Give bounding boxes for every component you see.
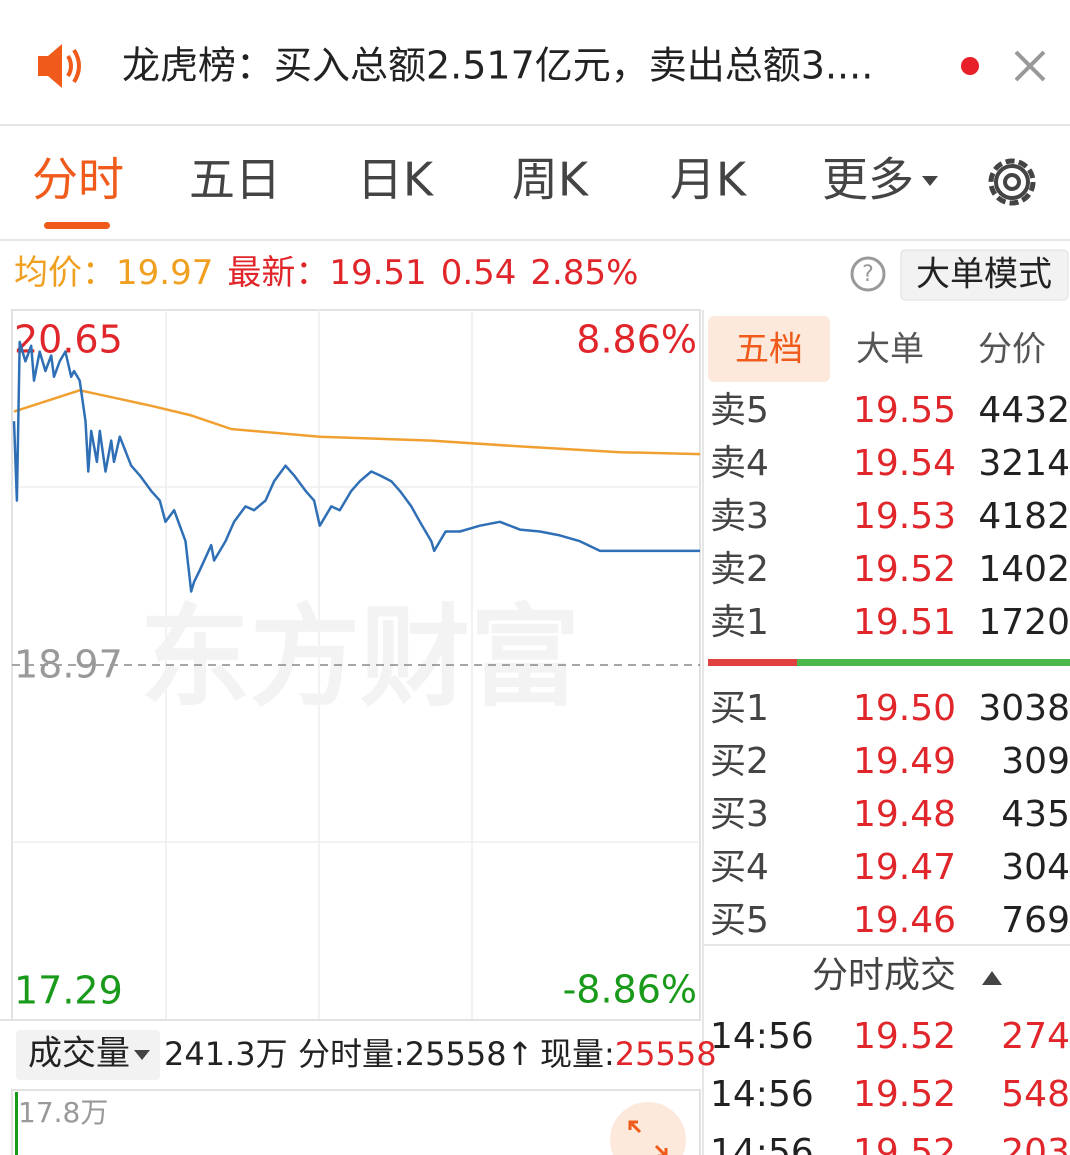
active-tab-indicator	[44, 222, 110, 229]
tab[interactable]: 分时	[32, 153, 124, 207]
volume-axis-label: 17.8万	[18, 1096, 108, 1129]
level-volume: 4182	[978, 496, 1070, 537]
level-price: 19.52	[853, 549, 956, 590]
expand-button[interactable]	[610, 1102, 686, 1155]
level-label: 买1	[710, 688, 769, 729]
level-label: 卖1	[710, 602, 769, 643]
level-volume: 3038	[978, 688, 1070, 729]
watermark: 东方财富	[140, 593, 580, 721]
order-book-tab[interactable]: 分价	[978, 330, 1046, 370]
level-label: 买5	[710, 900, 769, 941]
level-label: 卖3	[710, 496, 769, 537]
volume-selector-bg[interactable]	[16, 1030, 160, 1080]
trade-volume: 203	[1001, 1132, 1070, 1155]
trade-price: 19.52	[853, 1132, 956, 1155]
y2-tick-label: 8.86%	[576, 318, 697, 362]
level-volume: 435	[1001, 794, 1070, 835]
sort-arrow	[982, 971, 1002, 985]
level-volume: 4432	[978, 390, 1070, 431]
ask-ratio-bar	[708, 659, 797, 666]
active-tab-bg	[708, 316, 830, 382]
dropdown-arrow	[134, 1050, 150, 1060]
level-label: 买4	[710, 847, 769, 888]
level-label: 卖2	[710, 549, 769, 590]
volume-total: 241.3万	[164, 1035, 288, 1073]
trade-time: 14:56	[710, 1132, 814, 1155]
level-price: 19.51	[853, 602, 956, 643]
speaker-icon	[38, 44, 81, 88]
quote-avg-label: 均价：	[14, 253, 116, 293]
level-price: 19.48	[853, 794, 956, 835]
level-volume: 769	[1001, 900, 1070, 941]
level-price: 19.46	[853, 900, 956, 941]
y-tick-label: 18.97	[14, 643, 123, 687]
mode-button[interactable]: 大单模式	[916, 255, 1052, 295]
trade-time: 14:56	[710, 1074, 814, 1115]
y-tick-label: 17.29	[14, 969, 123, 1013]
level-label: 买2	[710, 741, 769, 782]
order-book-tab[interactable]: 大单	[856, 330, 924, 370]
minute-volume: 分时量:25558↑	[298, 1035, 533, 1073]
trade-price: 19.52	[853, 1016, 956, 1057]
volume-bar	[15, 1092, 18, 1155]
y-tick-label: 20.65	[14, 318, 123, 362]
level-price: 19.49	[853, 741, 956, 782]
expand-icon	[628, 1120, 668, 1155]
trades-title[interactable]: 分时成交	[812, 955, 956, 996]
level-label: 卖5	[710, 390, 769, 431]
volume-frame	[11, 1089, 701, 1155]
quote-pct: 2.85%	[530, 253, 638, 293]
level-price: 19.50	[853, 688, 956, 729]
current-volume-value: 25558	[615, 1035, 717, 1073]
tab[interactable]: 月K	[670, 153, 748, 207]
quote-latest-label: 最新：	[227, 253, 329, 293]
quote-line: 均价：19.97 最新：19.51 0.54 2.85%	[14, 253, 638, 293]
level-label: 买3	[710, 794, 769, 835]
level-label: 卖4	[710, 443, 769, 484]
quote-avg: 19.97	[116, 253, 213, 293]
level-price: 19.47	[853, 847, 956, 888]
bid-ratio-bar	[797, 659, 1070, 666]
quote-change: 0.54	[441, 253, 517, 293]
level-price: 19.53	[853, 496, 956, 537]
tab[interactable]: 更多	[822, 153, 914, 207]
level-volume: 1402	[978, 549, 1070, 590]
mode-button-bg[interactable]	[900, 249, 1069, 301]
y2-tick-label: -8.86%	[563, 968, 697, 1012]
level-price: 19.55	[853, 390, 956, 431]
trade-time: 14:56	[710, 1016, 814, 1057]
help-icon[interactable]	[850, 256, 886, 292]
minute-volume-value: 分时量:25558	[298, 1035, 507, 1073]
help-mark: ?	[862, 262, 874, 287]
settings-icon[interactable]	[988, 158, 1036, 206]
tab[interactable]: 五日	[189, 153, 281, 207]
level-volume: 3214	[978, 443, 1070, 484]
trade-volume: 274	[1001, 1016, 1070, 1057]
volume-arrow: ↑	[507, 1035, 534, 1073]
quote-latest: 19.51	[329, 253, 426, 293]
banner-text[interactable]: 龙虎榜：买入总额2.517亿元，卖出总额3....	[122, 44, 873, 88]
price-line	[12, 340, 700, 593]
current-volume: 现量:25558	[540, 1035, 717, 1073]
price-line	[13, 389, 701, 456]
trade-price: 19.52	[853, 1074, 956, 1115]
tab[interactable]: 周K	[512, 153, 590, 207]
level-volume: 1720	[978, 602, 1070, 643]
level-volume: 309	[1001, 741, 1070, 782]
level-price: 19.54	[853, 443, 956, 484]
close-button[interactable]	[1014, 50, 1046, 82]
current-volume-label: 现量:	[540, 1035, 615, 1073]
volume-label[interactable]: 成交量	[28, 1034, 130, 1074]
dropdown-arrow	[922, 176, 938, 186]
tab[interactable]: 日K	[357, 153, 435, 207]
order-book-tab[interactable]: 五档	[735, 330, 803, 370]
trade-volume: 548	[1001, 1074, 1070, 1115]
unread-dot	[961, 57, 979, 75]
level-volume: 304	[1001, 847, 1070, 888]
